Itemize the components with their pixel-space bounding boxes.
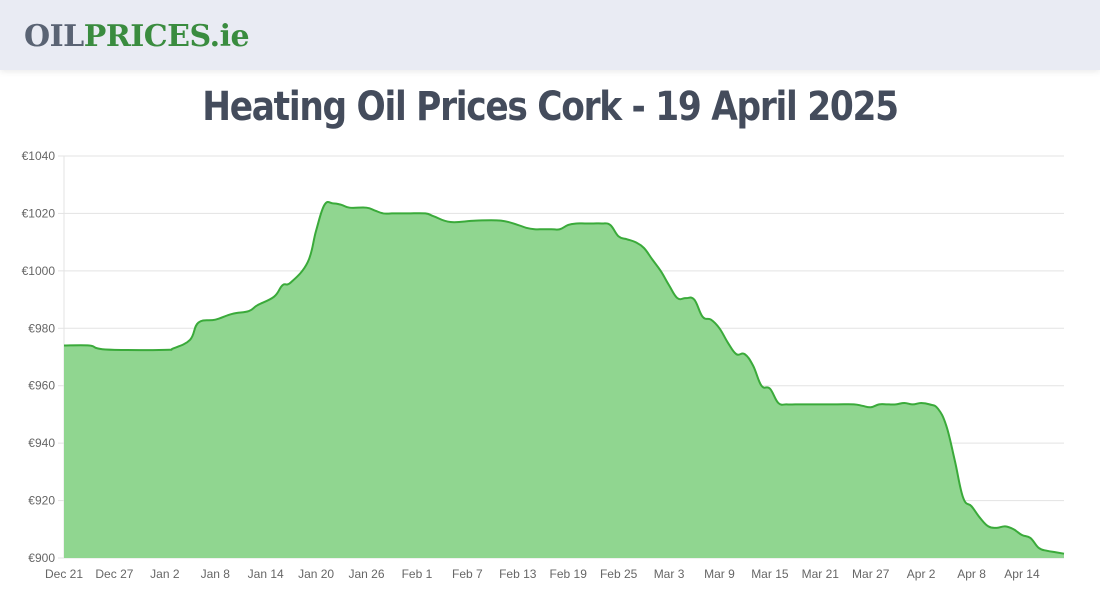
x-tick-label: Dec 27 [95, 567, 133, 581]
price-area [64, 201, 1064, 558]
x-axis: Dec 21 Dec 27 Jan 2 Jan 8 Jan 14 Jan 20 Jan 26… [45, 567, 1040, 581]
x-tick-label: Jan 2 [150, 567, 180, 581]
x-tick-label: Mar 21 [802, 567, 840, 581]
y-axis: €900 €920 €940 €960 €980 €1000 €1020 €1040 [22, 149, 64, 565]
x-tick-label: Jan 20 [298, 567, 334, 581]
x-tick-label: Apr 2 [907, 567, 936, 581]
logo-oil: OIL [24, 19, 84, 54]
x-tick-label: Mar 9 [704, 567, 735, 581]
price-line [63, 200, 1065, 555]
x-tick-label: Dec 21 [45, 567, 83, 581]
site-header: OILPRICES.ie [0, 0, 1100, 70]
y-tick-label: €980 [28, 321, 55, 335]
x-tick-label: Feb 13 [499, 567, 537, 581]
logo-prices: PRICES.ie [83, 19, 250, 54]
y-tick-label: €1000 [22, 264, 56, 278]
x-tick-label: Feb 19 [550, 567, 588, 581]
x-tick-label: Mar 3 [654, 567, 685, 581]
site-logo[interactable]: OILPRICES.ie [24, 17, 250, 57]
y-tick-label: €940 [28, 436, 55, 450]
x-tick-label: Jan 26 [349, 567, 385, 581]
x-tick-label: Jan 14 [248, 567, 284, 581]
y-tick-label: €960 [28, 379, 55, 393]
y-tick-label: €1020 [22, 206, 56, 220]
x-tick-label: Jan 8 [201, 567, 231, 581]
page-title: Heating Oil Prices Cork - 19 April 2025 [202, 84, 899, 130]
x-tick-label: Feb 1 [402, 567, 433, 581]
x-tick-label: Apr 14 [1004, 567, 1040, 581]
x-tick-label: Feb 25 [600, 567, 638, 581]
x-tick-label: Feb 7 [452, 567, 483, 581]
x-tick-label: Mar 15 [751, 567, 789, 581]
y-tick-label: €900 [28, 551, 55, 565]
x-tick-label: Mar 27 [852, 567, 890, 581]
x-tick-label: Apr 8 [957, 567, 986, 581]
y-tick-label: €920 [28, 494, 55, 508]
y-tick-label: €1040 [22, 149, 56, 163]
